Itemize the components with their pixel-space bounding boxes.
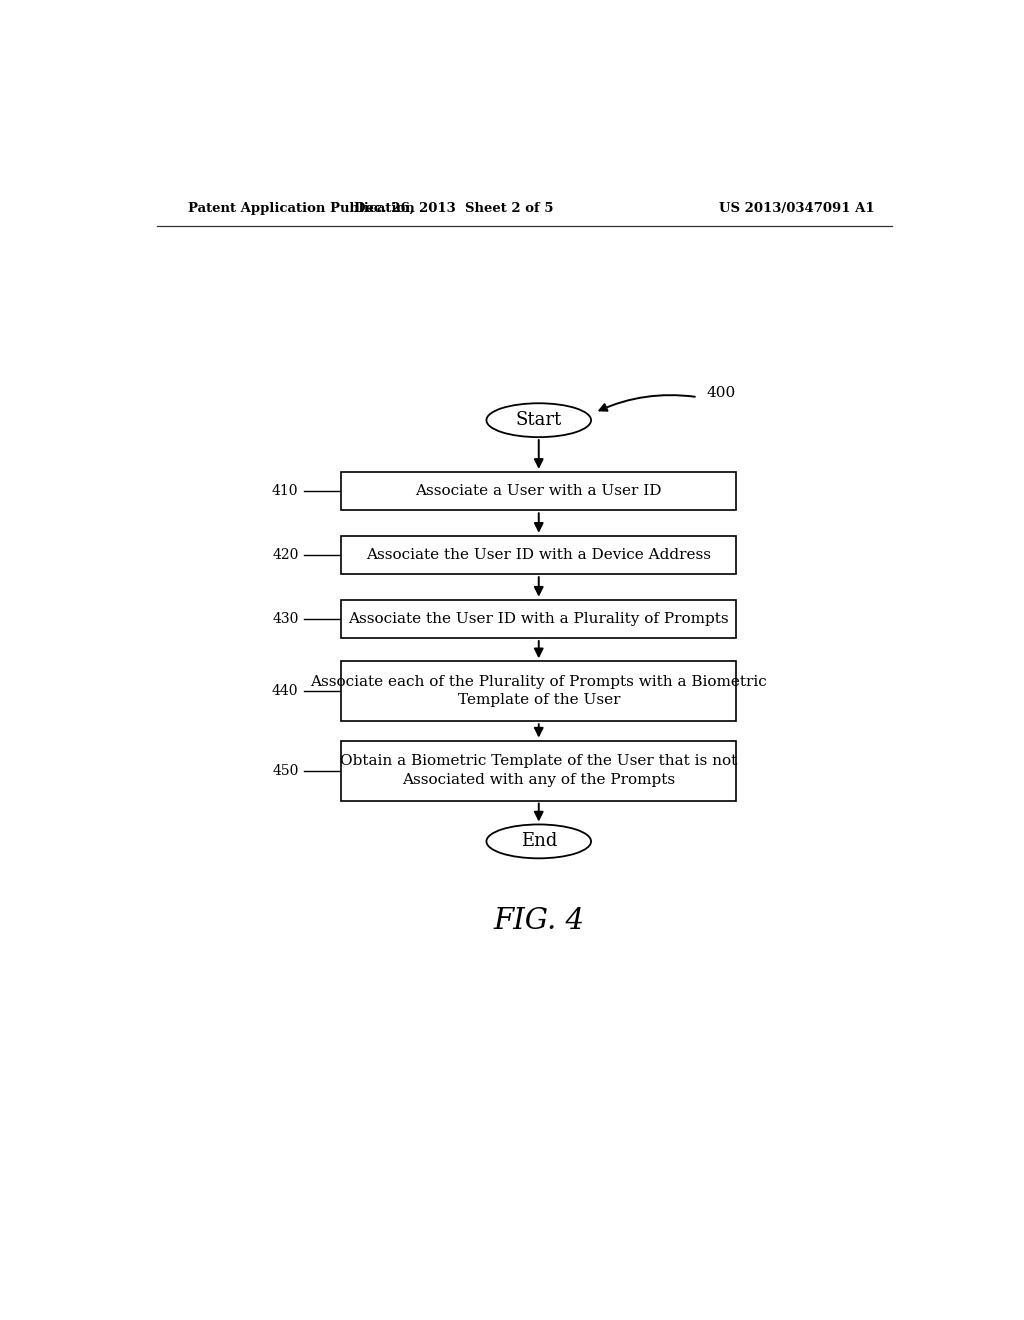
Text: Obtain a Biometric Template of the User that is not
Associated with any of the P: Obtain a Biometric Template of the User … [340, 754, 737, 787]
Text: US 2013/0347091 A1: US 2013/0347091 A1 [719, 202, 874, 215]
FancyBboxPatch shape [341, 599, 736, 638]
Ellipse shape [486, 825, 591, 858]
Text: 450: 450 [272, 763, 299, 777]
Text: Associate a User with a User ID: Associate a User with a User ID [416, 484, 662, 498]
Text: Dec. 26, 2013  Sheet 2 of 5: Dec. 26, 2013 Sheet 2 of 5 [353, 202, 553, 215]
Text: Associate each of the Plurality of Prompts with a Biometric
Template of the User: Associate each of the Plurality of Promp… [310, 675, 767, 708]
Text: 400: 400 [707, 387, 736, 400]
Text: 410: 410 [272, 484, 299, 498]
FancyBboxPatch shape [341, 661, 736, 721]
Text: Start: Start [516, 412, 562, 429]
Text: 430: 430 [272, 612, 299, 626]
FancyBboxPatch shape [341, 741, 736, 800]
Text: Patent Application Publication: Patent Application Publication [188, 202, 415, 215]
Text: 420: 420 [272, 548, 299, 562]
FancyBboxPatch shape [341, 536, 736, 574]
Text: 440: 440 [272, 684, 299, 698]
Ellipse shape [486, 404, 591, 437]
Text: End: End [520, 833, 557, 850]
Text: Associate the User ID with a Device Address: Associate the User ID with a Device Addr… [367, 548, 712, 562]
Text: Associate the User ID with a Plurality of Prompts: Associate the User ID with a Plurality o… [348, 612, 729, 626]
Text: FIG. 4: FIG. 4 [494, 907, 585, 935]
FancyBboxPatch shape [341, 471, 736, 511]
